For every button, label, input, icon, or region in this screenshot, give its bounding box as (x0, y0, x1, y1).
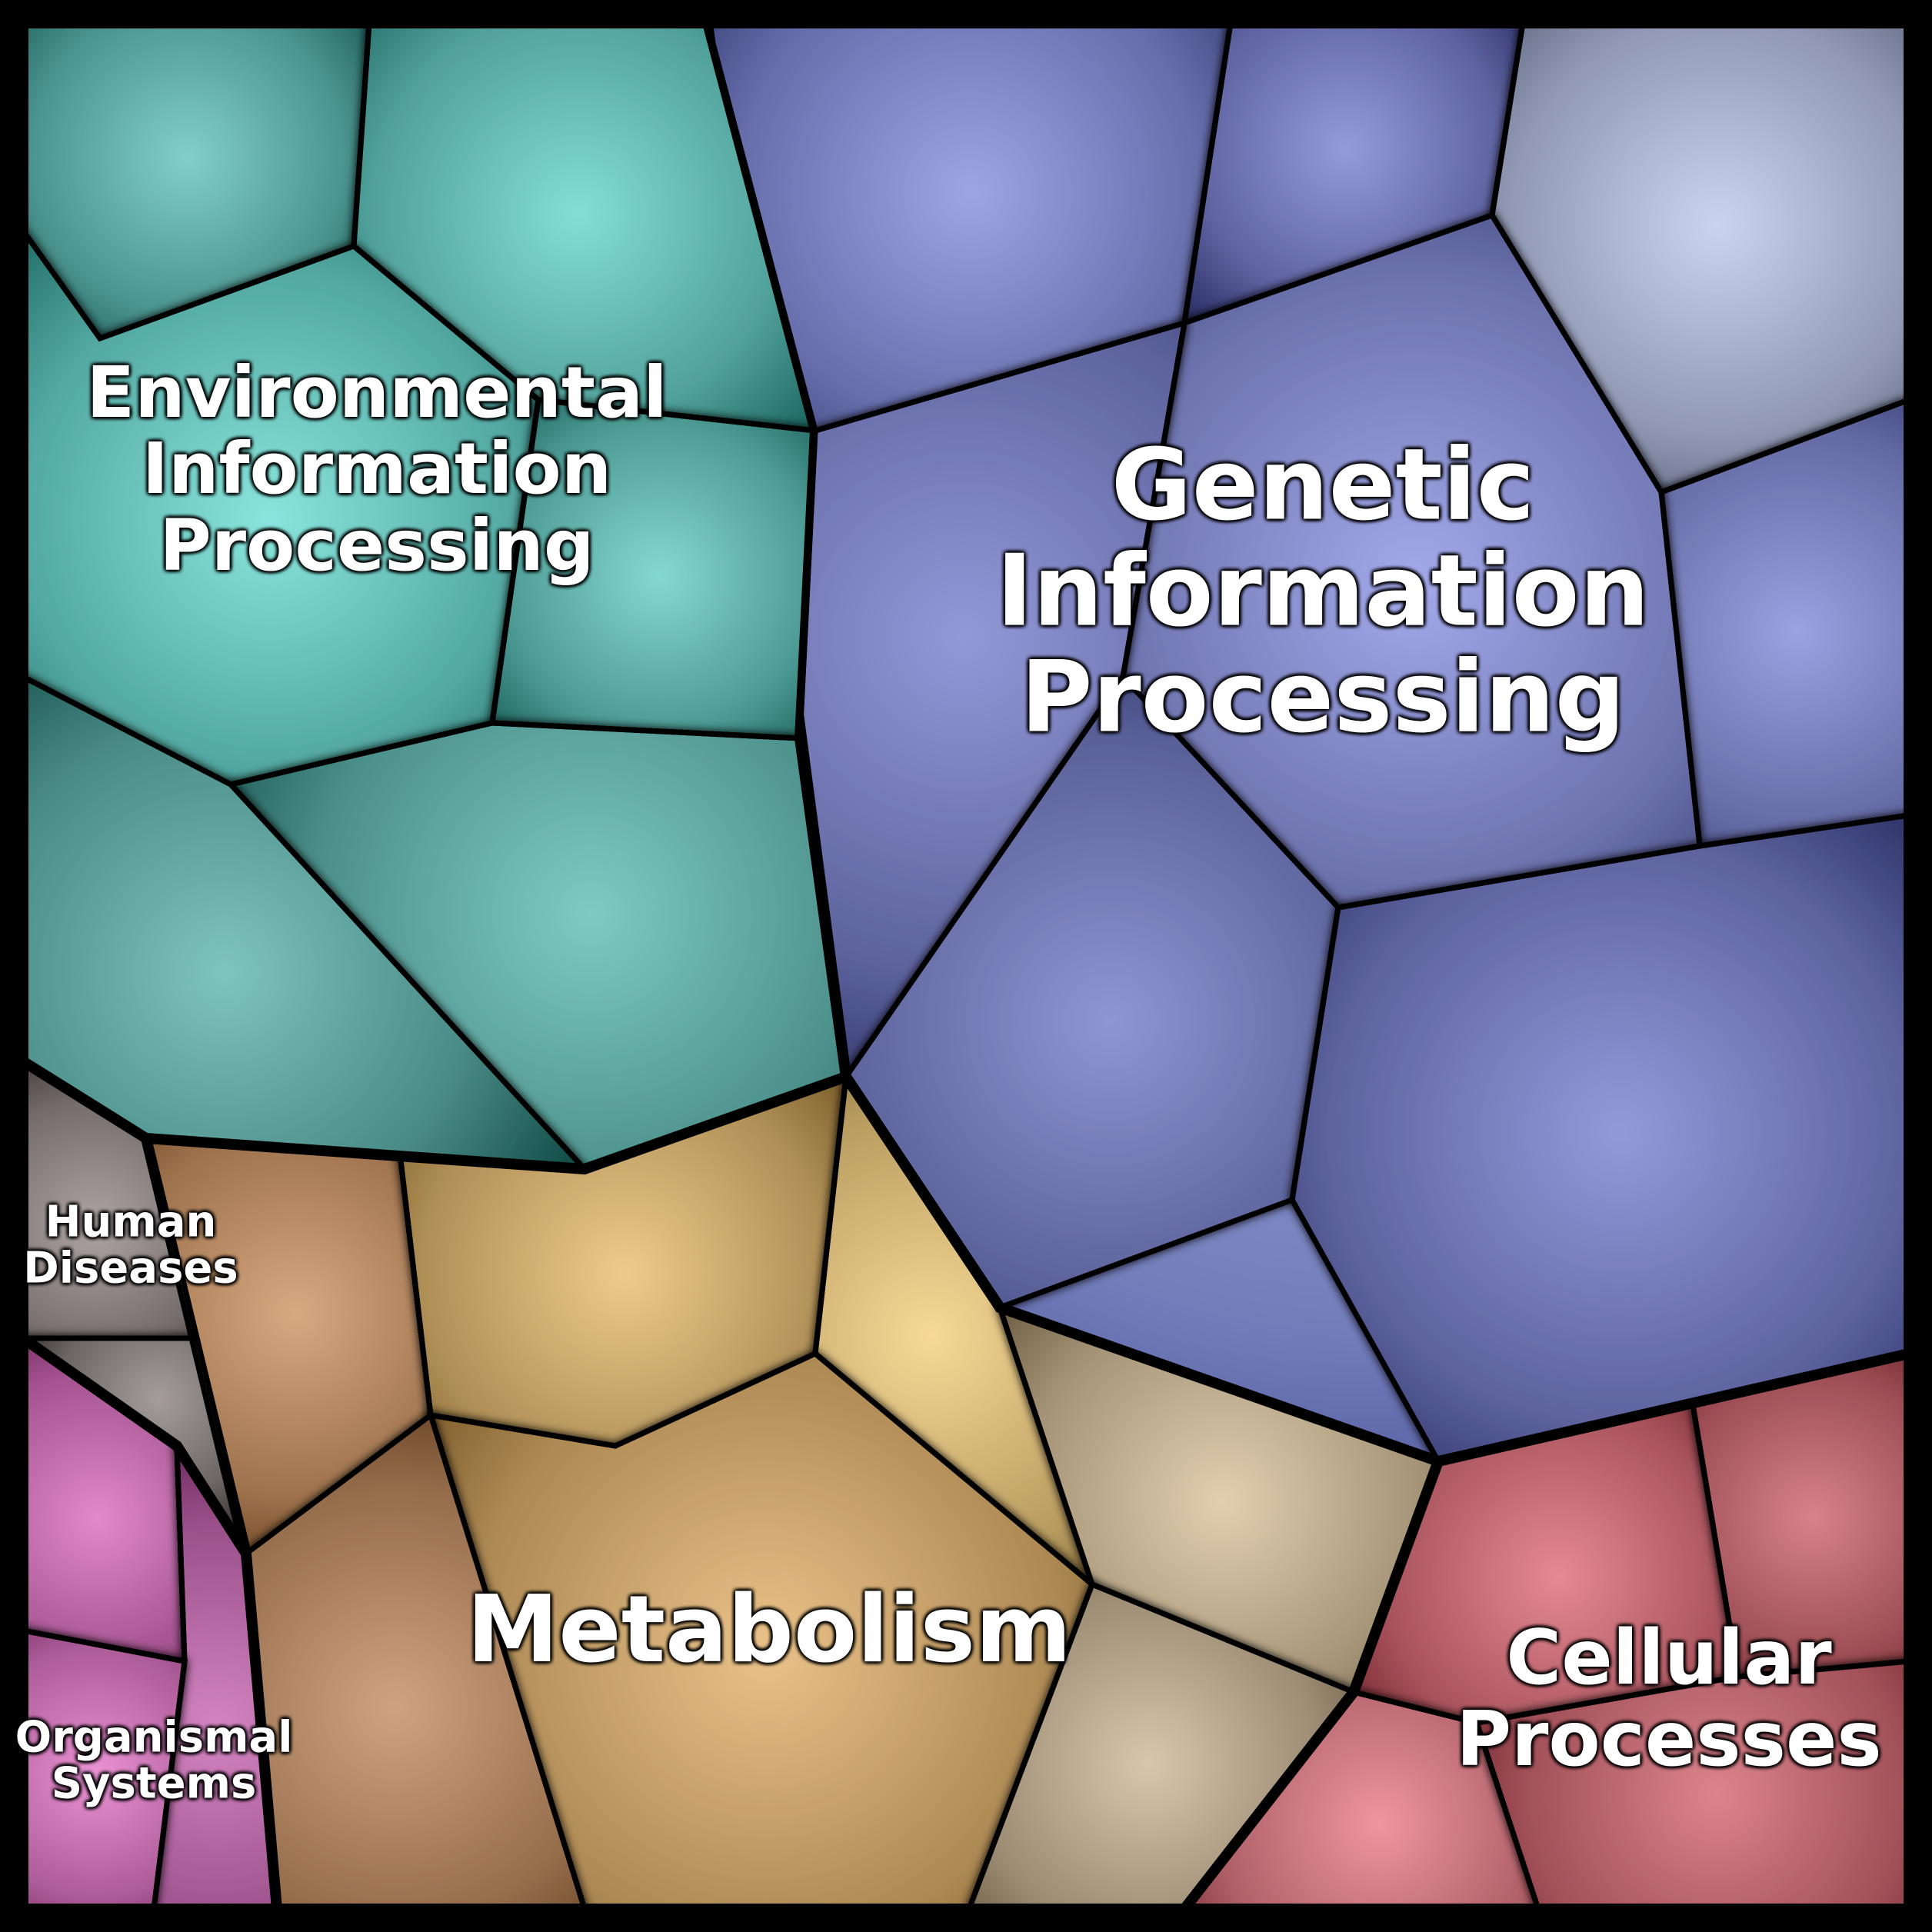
outer-frame (0, 0, 1932, 1932)
